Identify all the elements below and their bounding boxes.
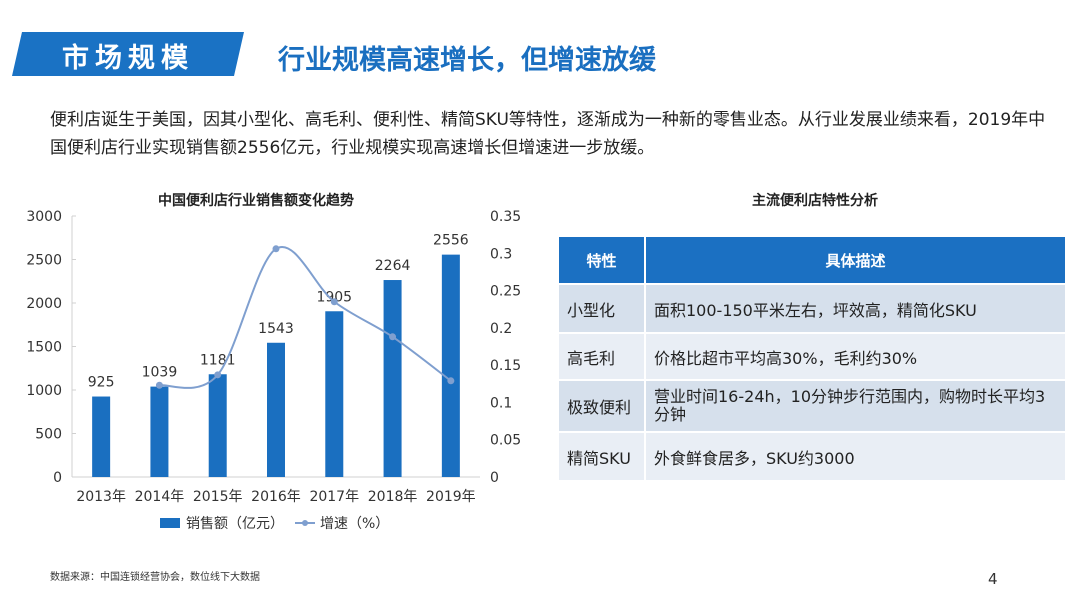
y2-tick-label: 0.3: [490, 246, 512, 262]
x-tick-label: 2016年: [251, 489, 301, 505]
description-cell: 面积100-150平米左右，坪效高，精简化SKU: [645, 283, 1067, 333]
x-tick-label: 2014年: [135, 489, 185, 505]
table-header: 特性: [559, 237, 646, 284]
bar-value-label: 1181: [200, 352, 236, 368]
bar: [267, 342, 285, 477]
y2-tick-label: 0.2: [490, 321, 512, 337]
growth-point: [447, 377, 455, 385]
feature-table: 特性 具体描述 小型化 面积100-150平米左右，坪效高，精简化SKU 高毛利 价格…: [559, 237, 1067, 480]
feature-cell: 小型化: [559, 283, 646, 333]
feature-cell: 高毛利: [559, 332, 646, 380]
table-row: 精简SKU 外食鲜食居多，SKU约3000: [559, 431, 1067, 480]
feature-cell: 极致便利: [559, 379, 646, 432]
description-cell: 价格比超市平均高30%，毛利约30%: [645, 332, 1067, 380]
feature-cell: 精简SKU: [559, 431, 646, 480]
y-tick-label: 2000: [26, 296, 62, 312]
bar: [92, 396, 111, 477]
x-tick-label: 2013年: [76, 489, 126, 505]
bar-value-label: 2556: [433, 233, 469, 249]
x-tick-label: 2019年: [426, 489, 476, 505]
page-title: 行业规模高速增长，但增速放缓: [278, 45, 656, 76]
description-cell: 营业时间16-24h，10分钟步行范围内，购物时长平均3分钟: [645, 379, 1067, 432]
data-source: 数据来源：中国连锁经营协会，数位线下大数据: [50, 572, 260, 583]
y2-tick-label: 0.15: [490, 358, 521, 374]
description-cell: 外食鲜食居多，SKU约3000: [645, 431, 1067, 480]
growth-point: [389, 333, 397, 341]
growth-point: [272, 245, 280, 253]
y2-tick-label: 0: [490, 470, 499, 486]
sales-chart: 0 500 1000 1500 2000 2500 3000 0 0.05 0.1 0.15 0.2 0…: [26, 209, 521, 532]
table-row: 极致便利 营业时间16-24h，10分钟步行范围内，购物时长平均3分钟: [559, 379, 1067, 432]
table-header: 具体描述: [645, 237, 1067, 284]
bar: [150, 386, 169, 477]
y-tick-label: 3000: [26, 209, 62, 225]
x-tick-label: 2017年: [309, 489, 359, 505]
y2-tick-label: 0.25: [490, 284, 521, 300]
y-tick-label: 1000: [26, 383, 62, 399]
legend-label: 增速（%）: [320, 516, 389, 532]
y-tick-label: 2500: [26, 253, 62, 269]
bar: [325, 311, 344, 477]
y-tick-label: 500: [35, 427, 62, 443]
table-row: 小型化 面积100-150平米左右，坪效高，精简化SKU: [559, 283, 1067, 333]
x-tick-label: 2015年: [193, 489, 243, 505]
bar-value-label: 1039: [142, 365, 178, 381]
y2-tick-label: 0.1: [490, 395, 512, 411]
bar-value-label: 2264: [375, 258, 411, 274]
growth-point: [214, 371, 222, 379]
legend-label: 销售额（亿元）: [186, 516, 284, 532]
legend-bar-swatch: [160, 518, 180, 528]
growth-point: [155, 381, 163, 389]
section-title: 市场规模: [62, 43, 194, 74]
y-tick-label: 1500: [26, 340, 62, 356]
bar-value-label: 1543: [258, 321, 294, 337]
bar-value-label: 925: [88, 375, 115, 391]
y2-tick-label: 0.05: [490, 433, 521, 449]
growth-point: [330, 298, 338, 306]
bar: [383, 280, 402, 477]
table-row: 高毛利 价格比超市平均高30%，毛利约30%: [559, 332, 1067, 380]
bar: [441, 254, 460, 477]
bar: [208, 374, 227, 477]
x-tick-label: 2018年: [368, 489, 418, 505]
page-number: 4: [988, 570, 998, 588]
section-banner: 市场规模: [12, 32, 244, 76]
y-tick-label: 0: [53, 470, 62, 486]
chart-title: 中国便利店行业销售额变化趋势: [158, 193, 354, 209]
y2-tick-label: 0.35: [490, 209, 521, 225]
table-title: 主流便利店特性分析: [752, 193, 878, 209]
legend-line-marker: [302, 520, 308, 526]
intro-paragraph: 便利店诞生于美国，因其小型化、高毛利、便利性、精简SKU等特性，逐渐成为一种新的…: [50, 110, 1046, 158]
